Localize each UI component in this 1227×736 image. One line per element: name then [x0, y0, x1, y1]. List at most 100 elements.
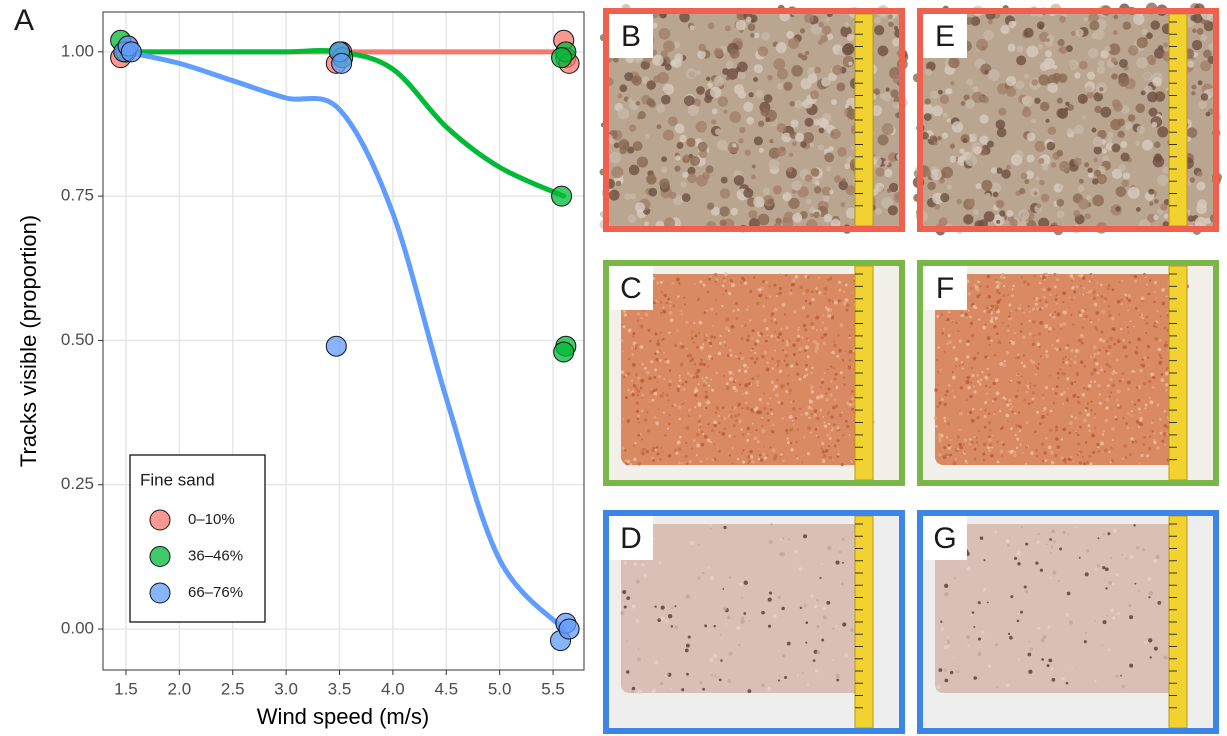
speckle: [711, 357, 713, 359]
speckle: [1124, 293, 1127, 296]
speckle: [1099, 393, 1101, 395]
speckle: [653, 75, 661, 83]
speckle: [925, 69, 932, 76]
speckle: [688, 415, 690, 417]
speckle: [789, 340, 791, 342]
speckle: [1036, 176, 1040, 180]
speckle: [779, 552, 783, 556]
speckle: [1146, 322, 1149, 325]
speckle: [988, 438, 991, 441]
speckle: [695, 372, 698, 375]
speckle: [667, 298, 670, 301]
speckle: [693, 439, 696, 442]
speckle: [698, 332, 700, 334]
speckle: [1042, 394, 1044, 396]
speckle: [787, 441, 790, 444]
speckle: [638, 648, 640, 650]
speckle: [842, 359, 844, 361]
speckle: [1197, 28, 1204, 35]
speckle: [804, 13, 814, 23]
speckle: [1104, 449, 1108, 453]
speckle: [973, 385, 975, 387]
speckle: [805, 368, 808, 371]
speckle: [682, 403, 684, 405]
speckle: [640, 387, 643, 390]
speckle: [833, 659, 835, 661]
speckle: [780, 453, 783, 456]
speckle: [713, 625, 715, 627]
speckle: [1087, 424, 1090, 427]
speckle: [1003, 276, 1006, 279]
speckle: [1102, 566, 1105, 569]
speckle: [698, 429, 700, 431]
speckle: [1113, 30, 1118, 35]
speckle: [1134, 275, 1138, 279]
speckle: [790, 289, 792, 291]
speckle: [1015, 424, 1018, 427]
speckle: [825, 449, 829, 453]
speckle: [647, 429, 650, 432]
speckle: [1041, 415, 1045, 419]
speckle: [980, 409, 982, 411]
speckle: [840, 371, 843, 374]
speckle: [765, 340, 768, 343]
speckle: [1002, 363, 1006, 367]
speckle: [679, 135, 686, 142]
speckle: [1092, 290, 1096, 294]
speckle: [1123, 172, 1130, 179]
speckle: [842, 622, 846, 626]
speckle: [841, 412, 843, 414]
speckle: [1197, 171, 1203, 177]
speckle: [708, 385, 710, 387]
speckle: [1110, 392, 1112, 394]
speckle: [706, 458, 708, 460]
speckle: [671, 607, 673, 609]
speckle: [786, 437, 789, 440]
speckle: [668, 614, 672, 618]
speckle: [1081, 326, 1084, 329]
speckle: [761, 429, 765, 433]
speckle: [1094, 146, 1102, 154]
speckle: [1073, 158, 1081, 166]
speckle: [1162, 167, 1169, 174]
speckle: [708, 567, 710, 569]
speckle: [1011, 294, 1014, 297]
speckle: [795, 441, 798, 444]
speckle: [771, 320, 773, 322]
speckle: [1091, 33, 1097, 39]
speckle: [1105, 398, 1108, 401]
speckle: [845, 283, 848, 286]
speckle: [1089, 280, 1091, 282]
speckle: [709, 658, 713, 662]
speckle: [1068, 296, 1070, 298]
speckle: [1020, 330, 1023, 333]
speckle: [995, 317, 998, 320]
speckle: [1054, 311, 1056, 313]
speckle: [1147, 357, 1149, 359]
speckle: [835, 373, 838, 376]
speckle: [774, 331, 776, 333]
speckle: [1040, 355, 1042, 357]
speckle: [976, 183, 982, 189]
speckle: [847, 352, 849, 354]
speckle: [754, 342, 757, 345]
speckle: [1153, 156, 1165, 168]
speckle: [1093, 356, 1095, 358]
speckle: [749, 450, 752, 453]
speckle: [711, 674, 713, 676]
speckle: [620, 425, 622, 427]
speckle: [770, 408, 772, 410]
speckle: [987, 141, 994, 148]
speckle: [800, 141, 807, 148]
speckle: [713, 420, 717, 424]
speckle: [1094, 158, 1098, 162]
speckle: [974, 284, 976, 286]
speckle: [944, 351, 946, 353]
speckle: [976, 441, 978, 443]
speckle: [935, 425, 938, 428]
speckle: [1023, 280, 1026, 283]
speckle: [1153, 215, 1158, 220]
speckle: [1143, 382, 1146, 385]
speckle: [694, 363, 696, 365]
speckle: [662, 392, 664, 394]
